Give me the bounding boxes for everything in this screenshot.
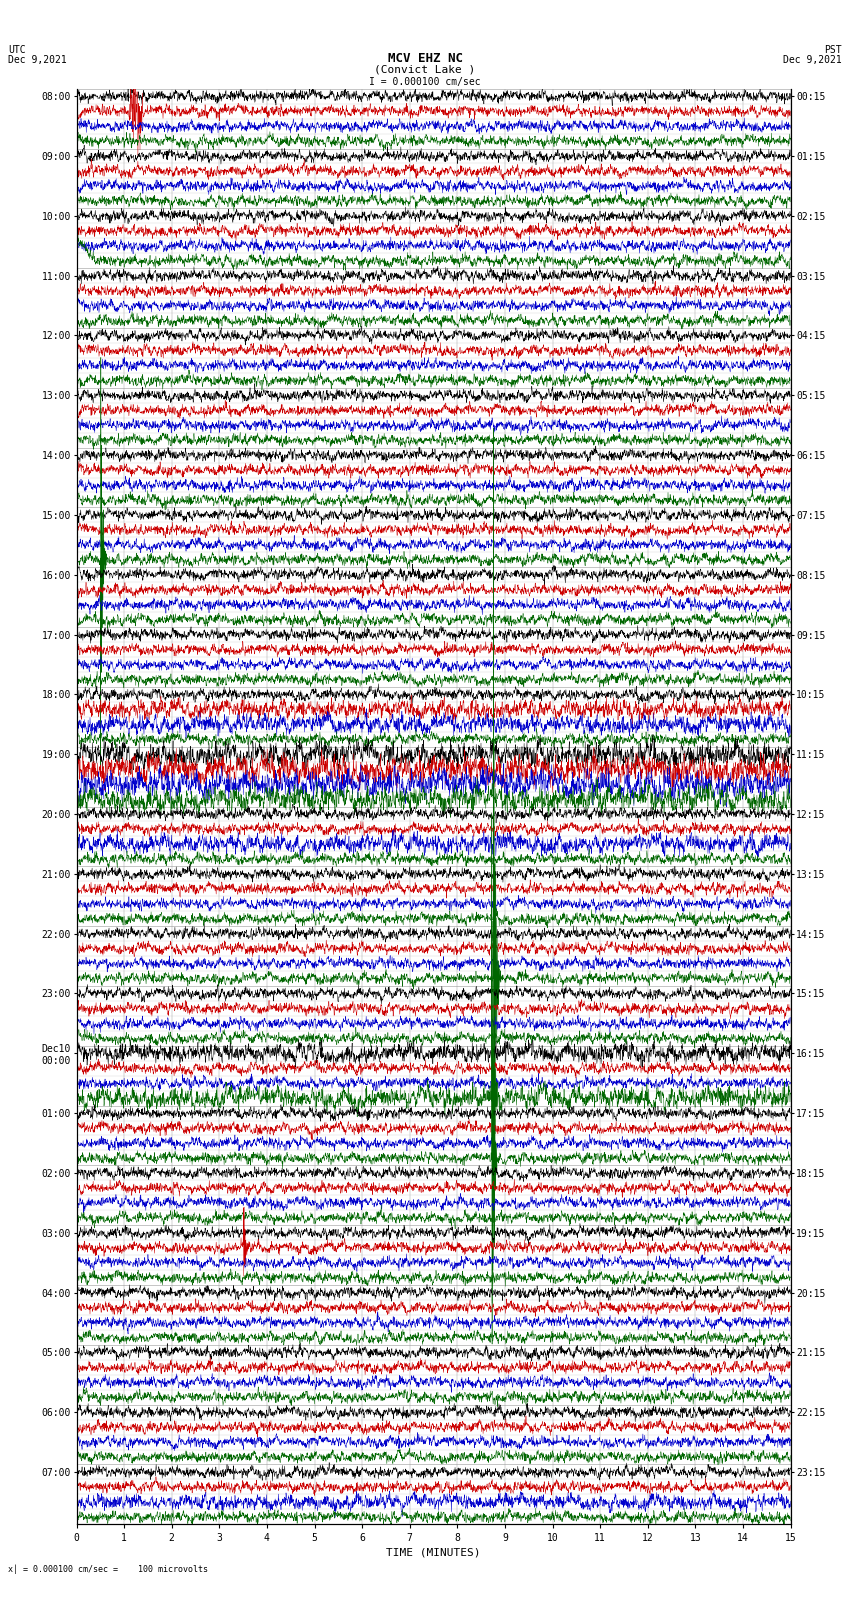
- Text: MCV EHZ NC: MCV EHZ NC: [388, 52, 462, 65]
- Text: PST: PST: [824, 45, 842, 55]
- Text: I = 0.000100 cm/sec: I = 0.000100 cm/sec: [369, 77, 481, 87]
- Text: x│ = 0.000100 cm/sec =    100 microvolts: x│ = 0.000100 cm/sec = 100 microvolts: [8, 1565, 208, 1574]
- Text: Dec 9,2021: Dec 9,2021: [8, 55, 67, 65]
- Text: UTC: UTC: [8, 45, 26, 55]
- X-axis label: TIME (MINUTES): TIME (MINUTES): [386, 1547, 481, 1558]
- Text: (Convict Lake ): (Convict Lake ): [374, 65, 476, 74]
- Text: Dec 9,2021: Dec 9,2021: [783, 55, 842, 65]
